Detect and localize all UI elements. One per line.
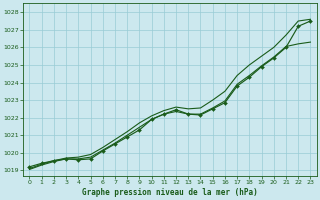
X-axis label: Graphe pression niveau de la mer (hPa): Graphe pression niveau de la mer (hPa): [82, 188, 258, 197]
